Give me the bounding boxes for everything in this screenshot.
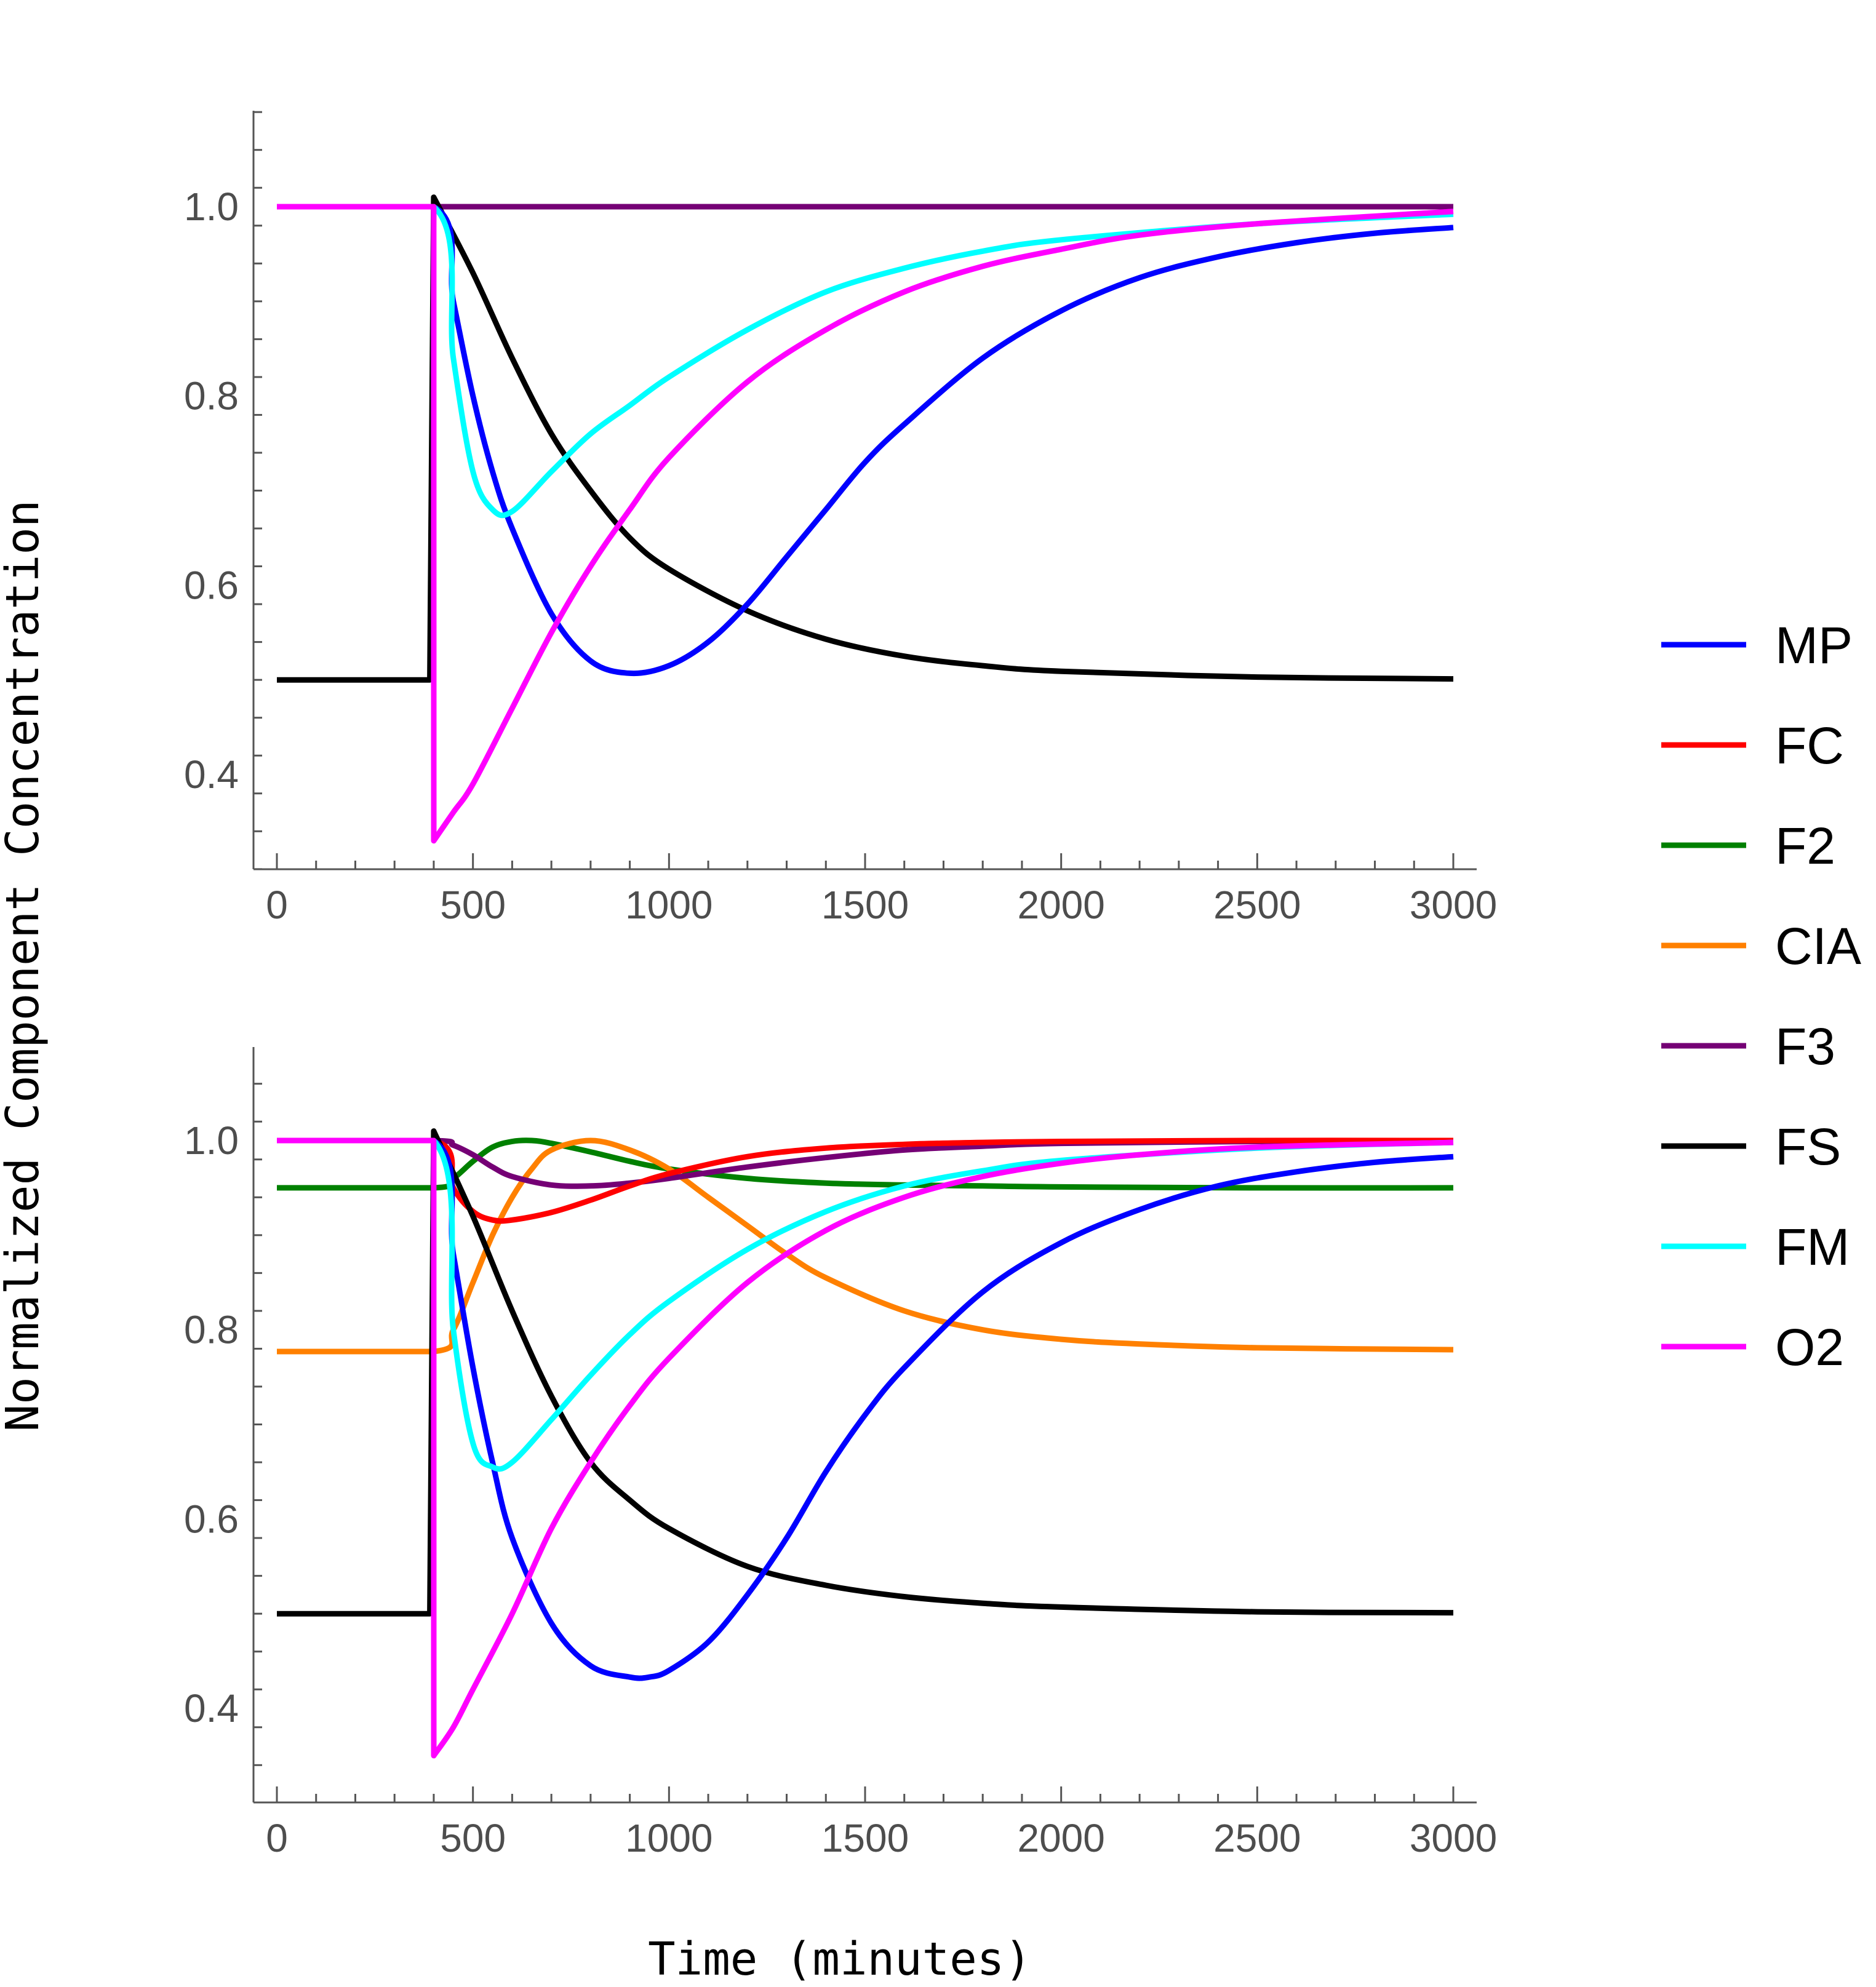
series-line-fm: [277, 204, 1454, 519]
x-tick-label: 0: [266, 883, 288, 927]
legend-label: FM: [1775, 1218, 1850, 1276]
x-tick-label: 2000: [1017, 1816, 1104, 1860]
axes: 0 500 1000 1500 2000 2500 3000 0.4 0.6 0.8 1.0: [184, 111, 1497, 927]
x-tick-label: 1500: [821, 1816, 909, 1860]
legend-item-f3: F3: [1661, 1017, 1835, 1075]
x-tick-label: 3000: [1410, 1816, 1497, 1860]
series-line-o2: [277, 1137, 1454, 1759]
series-group: [277, 194, 1454, 844]
axes: 0 500 1000 1500 2000 2500 3000 0.4 0.6 0.8 1.0: [184, 1047, 1497, 1860]
series-line-fc: [277, 1137, 1454, 1224]
legend-label: FC: [1775, 717, 1844, 774]
y-tick-label: 1.0: [184, 185, 239, 229]
legend-item-o2: O2: [1661, 1318, 1844, 1376]
series-line-fs: [277, 194, 1454, 683]
x-tick-label: 2500: [1213, 883, 1301, 927]
y-tick-label: 0.4: [184, 752, 239, 797]
legend-label: F2: [1775, 817, 1835, 875]
legend-item-fc: FC: [1661, 717, 1844, 774]
series-line-cia: [277, 1137, 1454, 1355]
y-tick-label: 0.6: [184, 1497, 239, 1541]
legend-item-f2: F2: [1661, 817, 1835, 875]
x-tick-label: 500: [440, 883, 506, 927]
x-tick-label: 500: [440, 1816, 506, 1860]
series-line-fs: [277, 1128, 1454, 1617]
legend-label: O2: [1775, 1318, 1844, 1376]
series-line-o2: [277, 204, 1454, 844]
y-tick-label: 0.8: [184, 1308, 239, 1352]
y-tick-label: 0.8: [184, 374, 239, 418]
top-panel: 0 500 1000 1500 2000 2500 3000 0.4 0.6 0.8 1.0: [184, 111, 1497, 927]
legend-label: MP: [1775, 616, 1853, 674]
legend-label: CIA: [1775, 917, 1861, 975]
y-axis-title: Normalized Component Concentration: [0, 500, 49, 1432]
x-tick-label: 0: [266, 1816, 288, 1860]
y-tick-label: 0.4: [184, 1686, 239, 1730]
legend-label: F3: [1775, 1017, 1835, 1075]
y-tick-label: 1.0: [184, 1118, 239, 1163]
x-axis-title: Time (minutes): [648, 1933, 1032, 1986]
x-tick-label: 2000: [1017, 883, 1104, 927]
x-tick-label: 1000: [625, 1816, 712, 1860]
legend-item-cia: CIA: [1661, 917, 1861, 975]
x-tick-label: 3000: [1410, 883, 1497, 927]
series-group: [277, 1128, 1454, 1759]
bottom-panel: 0 500 1000 1500 2000 2500 3000 0.4 0.6 0.8 1.0: [184, 1047, 1497, 1860]
legend-label: FS: [1775, 1118, 1841, 1176]
y-tick-label: 0.6: [184, 563, 239, 607]
x-tick-label: 1000: [625, 883, 712, 927]
series-line-mp: [277, 1137, 1454, 1681]
x-tick-label: 1500: [821, 883, 909, 927]
legend-item-mp: MP: [1661, 616, 1853, 674]
legend: MP FC F2 CIA F3 FS FM O2: [1661, 616, 1861, 1376]
x-tick-label: 2500: [1213, 1816, 1301, 1860]
legend-item-fm: FM: [1661, 1218, 1850, 1276]
series-line-mp: [277, 204, 1454, 677]
legend-item-fs: FS: [1661, 1118, 1841, 1176]
